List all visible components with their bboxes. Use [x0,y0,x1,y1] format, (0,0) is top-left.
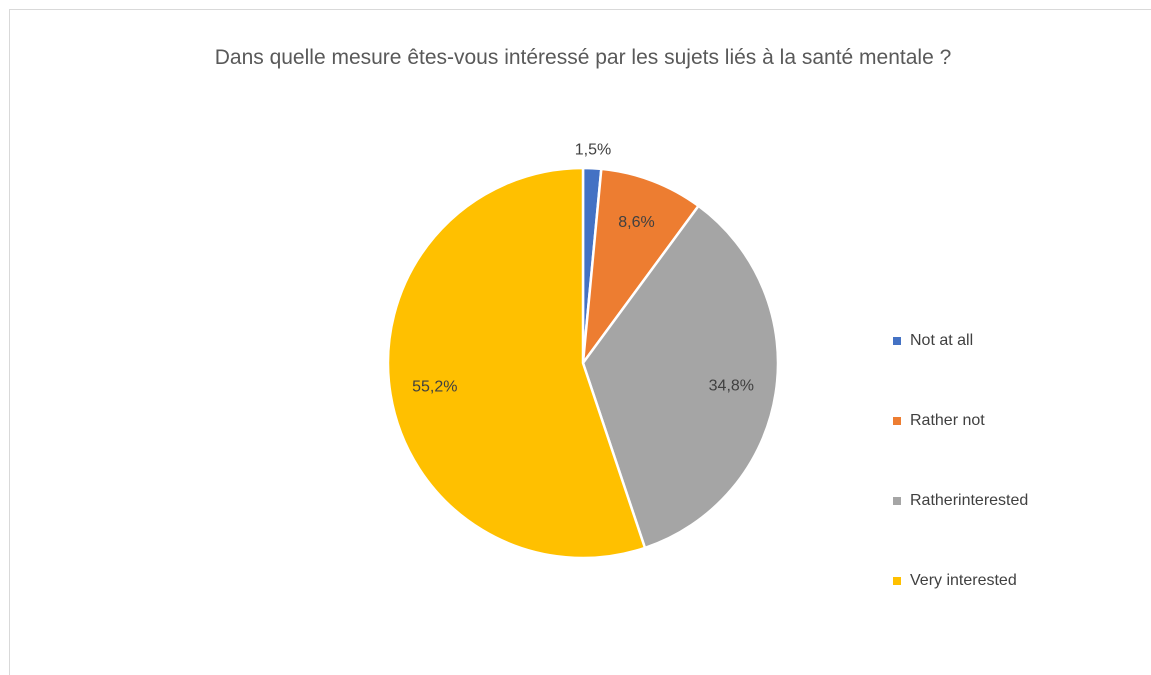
legend-swatch [893,337,901,345]
legend-label: Ratherinterested [910,492,1028,509]
data-label: 34,8% [709,377,754,394]
legend-label: Very interested [910,572,1017,589]
pie-slice [386,166,647,560]
legend-label: Rather not [910,412,985,429]
chart-title: Dans quelle mesure êtes-vous intéressé p… [214,46,952,69]
legend-label: Not at all [910,332,973,349]
data-label: 8,6% [618,214,654,231]
chart-frame [9,9,1151,675]
data-label: 55,2% [412,378,457,395]
pie-slice [581,167,701,368]
pie-slice [581,204,780,550]
legend-swatch [893,417,901,425]
legend-swatch [893,577,901,585]
legend-swatch [893,497,901,505]
data-label: 1,5% [575,141,611,158]
